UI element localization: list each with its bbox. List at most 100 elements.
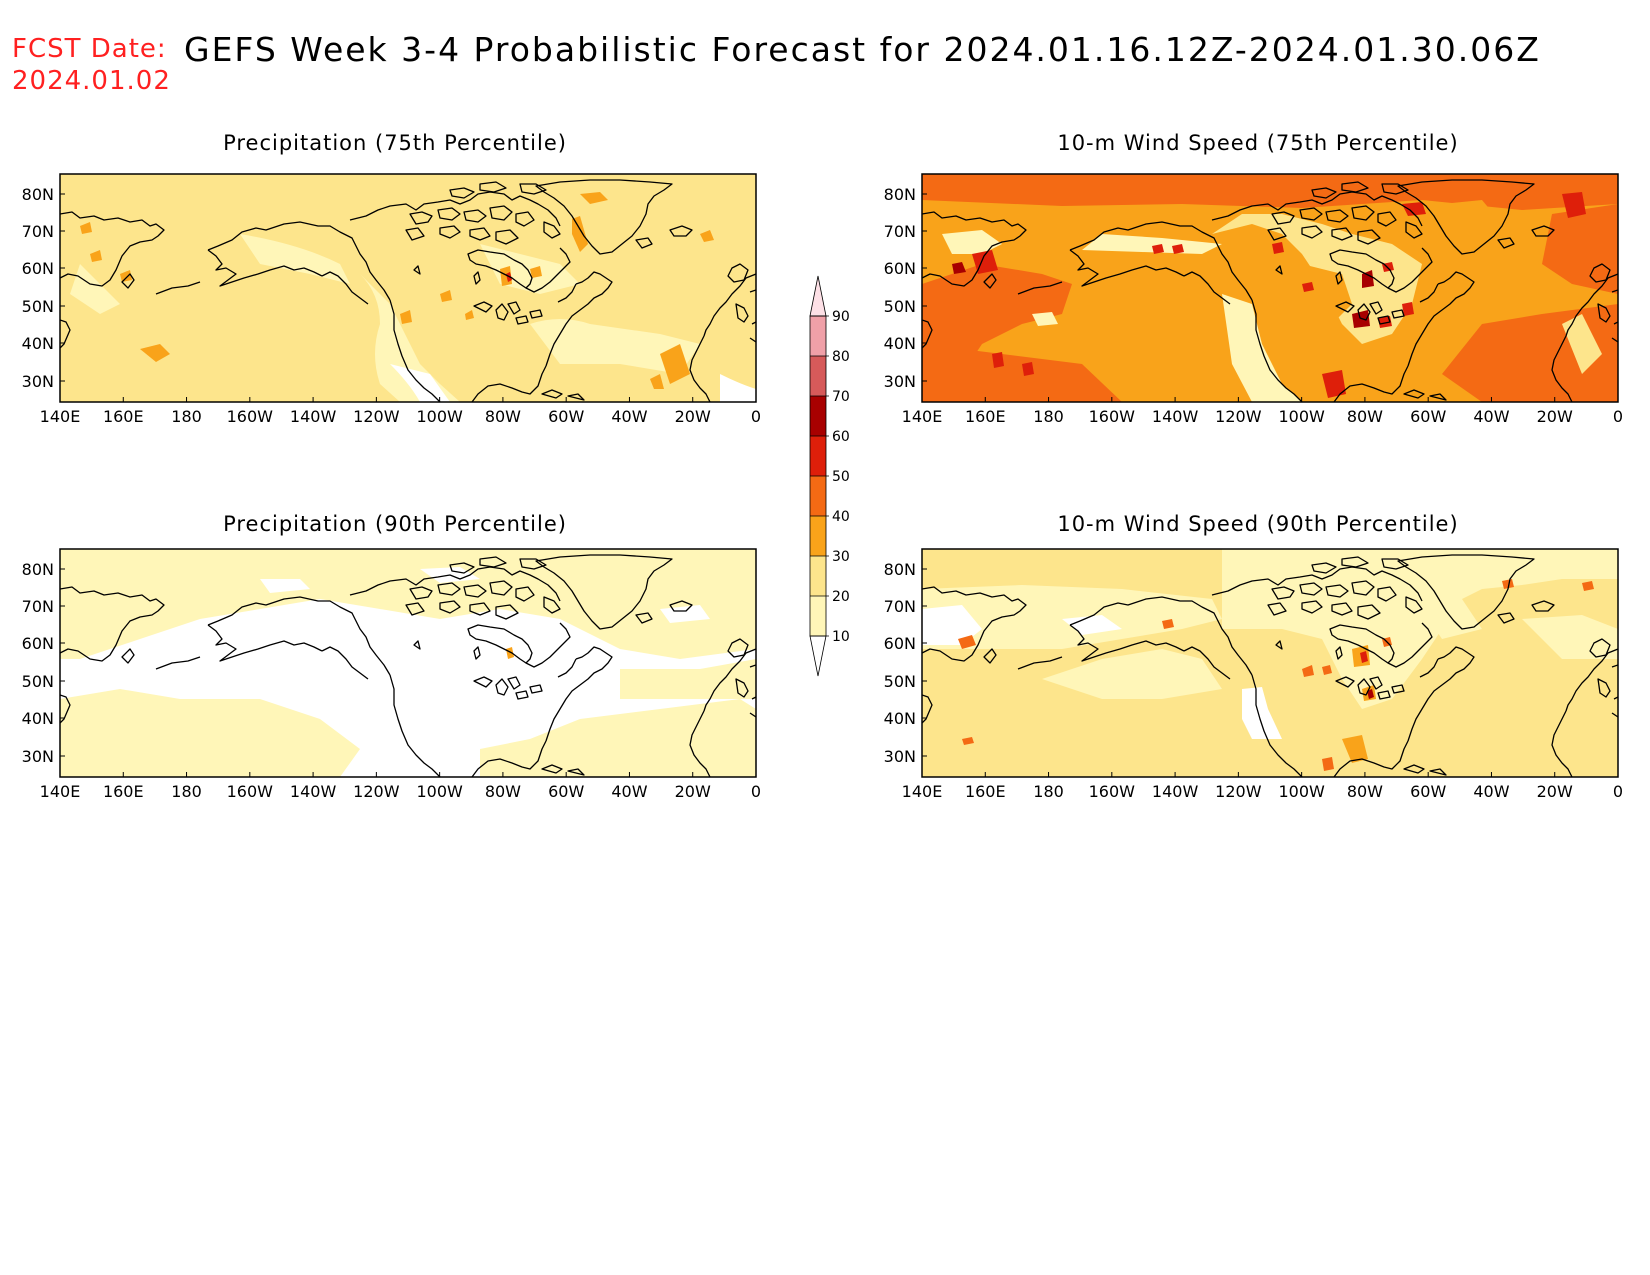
panel-title-wind75: 10-m Wind Speed (75th Percentile) xyxy=(1057,131,1459,155)
lon-label: 180 xyxy=(1033,407,1064,426)
lon-label: 20W xyxy=(1537,407,1573,426)
lat-label: 30N xyxy=(22,747,54,766)
lon-label: 140W xyxy=(1152,407,1199,426)
lon-label: 140E xyxy=(902,407,943,426)
lon-label: 140W xyxy=(290,782,337,801)
panel-title-precip90: Precipitation (90th Percentile) xyxy=(223,512,567,536)
colorbar-label: 60 xyxy=(832,429,850,445)
lon-label: 80W xyxy=(1347,782,1383,801)
lon-label: 0 xyxy=(1613,782,1623,801)
colorbar-swatch xyxy=(810,516,826,556)
colorbar-tip-high xyxy=(809,275,827,317)
lon-label: 160W xyxy=(1089,782,1136,801)
lat-label: 50N xyxy=(22,672,54,691)
colorbar-swatch xyxy=(810,476,826,516)
lon-label: 160E xyxy=(965,782,1006,801)
lon-label: 0 xyxy=(751,782,761,801)
lon-label: 60W xyxy=(548,407,584,426)
lat-axis-labels: 80N 70N 60N 50N 40N 30N xyxy=(884,560,927,766)
colorbar-label: 70 xyxy=(832,389,850,405)
lat-axis-labels: 80N 70N 60N 50N 40N 30N xyxy=(22,560,65,766)
lon-label: 80W xyxy=(485,407,521,426)
lat-label: 70N xyxy=(22,597,54,616)
colorbar-swatch xyxy=(810,316,826,356)
lat-label: 40N xyxy=(884,709,916,728)
lat-label: 30N xyxy=(884,747,916,766)
lon-label: 20W xyxy=(1537,782,1573,801)
lon-label: 100W xyxy=(1278,407,1325,426)
header: FCST Date: 2024.01.02 GEFS Week 3-4 Prob… xyxy=(0,0,1650,110)
lon-label: 60W xyxy=(548,782,584,801)
page-title: GEFS Week 3-4 Probabilistic Forecast for… xyxy=(184,30,1541,69)
lat-label: 50N xyxy=(884,297,916,316)
lon-label: 160W xyxy=(227,407,274,426)
lon-label: 160W xyxy=(1089,407,1136,426)
colorbar: 10 20 30 40 50 60 70 80 90 xyxy=(809,275,850,677)
lon-label: 160E xyxy=(103,407,144,426)
lat-label: 70N xyxy=(22,222,54,241)
lon-label: 60W xyxy=(1410,782,1446,801)
lat-label: 30N xyxy=(884,372,916,391)
lat-label: 50N xyxy=(884,672,916,691)
lat-label: 40N xyxy=(22,709,54,728)
lat-label: 70N xyxy=(884,597,916,616)
lon-label: 0 xyxy=(751,407,761,426)
lon-axis-labels: 140E 160E 180 160W 140W 120W 100W 80W 60W 40W 20W 0 xyxy=(902,397,1623,426)
lon-label: 140E xyxy=(902,782,943,801)
lon-label: 120W xyxy=(1215,407,1262,426)
lon-label: 80W xyxy=(1347,407,1383,426)
lat-label: 60N xyxy=(884,634,916,653)
lon-label: 20W xyxy=(675,782,711,801)
lon-label: 180 xyxy=(171,407,202,426)
map-panel-wind90: 80N 70N 60N 50N 40N 30N 140E 160E 180 160W 140W 12… xyxy=(884,548,1623,801)
lon-label: 140W xyxy=(1152,782,1199,801)
lon-label: 140W xyxy=(290,407,337,426)
colorbar-swatch xyxy=(810,436,826,476)
lon-label: 160E xyxy=(103,782,144,801)
map-panel-precip75: 80N 70N 60N 50N 40N 30N 140E 160E 180 160W 140W 12… xyxy=(22,173,761,426)
lon-label: 40W xyxy=(611,407,647,426)
lon-label: 160W xyxy=(227,782,274,801)
fcst-date-label: FCST Date: xyxy=(12,34,167,64)
lon-label: 20W xyxy=(675,407,711,426)
lon-label: 120W xyxy=(353,782,400,801)
colorbar-label: 40 xyxy=(832,509,850,525)
colorbar-swatch xyxy=(810,396,826,436)
lon-label: 40W xyxy=(1473,407,1509,426)
colorbar-label: 80 xyxy=(832,349,850,365)
lat-label: 30N xyxy=(22,372,54,391)
lat-label: 40N xyxy=(884,334,916,353)
lat-label: 40N xyxy=(22,334,54,353)
lat-label: 60N xyxy=(22,259,54,278)
colorbar-label: 20 xyxy=(832,589,850,605)
lon-label: 40W xyxy=(1473,782,1509,801)
lat-label: 80N xyxy=(22,185,54,204)
lon-axis-labels: 140E 160E 180 160W 140W 120W 100W 80W 60W 40W 20W 0 xyxy=(40,397,761,426)
lon-label: 60W xyxy=(1410,407,1446,426)
lon-label: 160E xyxy=(965,407,1006,426)
lon-label: 120W xyxy=(353,407,400,426)
lon-label: 100W xyxy=(416,782,463,801)
colorbar-swatch xyxy=(810,356,826,396)
lon-label: 40W xyxy=(611,782,647,801)
lon-label: 100W xyxy=(416,407,463,426)
fcst-date-value: 2024.01.02 xyxy=(12,66,171,96)
panel-title-wind90: 10-m Wind Speed (90th Percentile) xyxy=(1057,512,1459,536)
panel-title-precip75: Precipitation (75th Percentile) xyxy=(223,131,567,155)
lat-axis-labels: 80N 70N 60N 50N 40N 30N xyxy=(22,185,65,391)
colorbar-label: 30 xyxy=(832,549,850,565)
lon-axis-labels: 140E 160E 180 160W 140W 120W 100W 80W 60W 40W 20W 0 xyxy=(902,772,1623,801)
colorbar-swatch xyxy=(810,556,826,596)
lon-label: 180 xyxy=(1033,782,1064,801)
lat-axis-labels: 80N 70N 60N 50N 40N 30N xyxy=(884,185,927,391)
colorbar-label: 90 xyxy=(832,309,850,325)
lon-label: 140E xyxy=(40,407,81,426)
lat-label: 80N xyxy=(22,560,54,579)
lon-label: 100W xyxy=(1278,782,1325,801)
lon-label: 0 xyxy=(1613,407,1623,426)
lat-label: 80N xyxy=(884,560,916,579)
colorbar-tip-low xyxy=(809,635,827,677)
map-panel-wind75: 80N 70N 60N 50N 40N 30N 140E 160E 180 160W 140W 12… xyxy=(884,173,1623,426)
colorbar-frame xyxy=(809,315,827,637)
